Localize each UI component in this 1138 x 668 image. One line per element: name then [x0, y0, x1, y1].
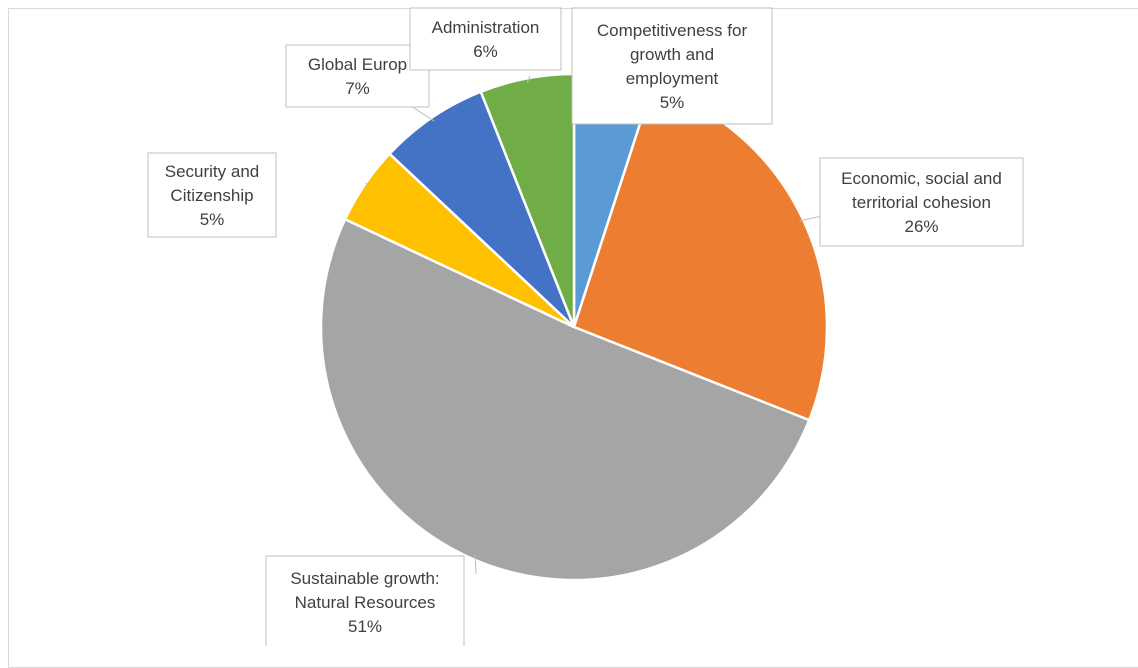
data-label-category: Natural Resources [295, 593, 436, 612]
data-label-category: Economic, social and [841, 169, 1002, 188]
callout-box [147, 152, 277, 238]
data-label-category: employment [626, 69, 719, 88]
data-label-category: Administration [432, 18, 540, 37]
callout-administration: Administration 6% [409, 7, 562, 71]
data-label-value: 51% [348, 617, 382, 636]
data-label-value: 26% [904, 217, 938, 236]
data-label-value: 5% [200, 210, 225, 229]
leader-line-security-and-citizenship [365, 182, 369, 188]
callout-competitiveness-for-growth-and-employment: Competitiveness for growth and employment 5… [571, 7, 773, 125]
callout-box [409, 7, 562, 71]
callout-sustainable-growth-natural-resources: Sustainable growth: Natural Resources 51% [265, 555, 465, 646]
callout-box [265, 555, 465, 646]
pie-chart: Competitiveness for growth and employment 5… [147, 7, 1024, 646]
leader-line-sustainable-growth-natural-resources [474, 555, 477, 575]
pie-slice-sustainable-growth-natural-resources [319, 217, 811, 582]
leader-line-economic-social-and-territorial-cohesion [799, 215, 823, 222]
data-label-value: 5% [660, 93, 685, 112]
callout-global-europe: Global Europ 7% [285, 44, 430, 108]
data-label-value: 7% [345, 79, 370, 98]
data-label-category: Citizenship [170, 186, 253, 205]
data-label-category: Global Europ [308, 55, 407, 74]
pie-slice-global-europe [387, 90, 576, 328]
callout-economic-social-and-territorial-cohesion: Economic, social and territorial cohesion… [819, 157, 1024, 247]
leader-line-administration [526, 75, 531, 83]
callout-box [285, 44, 430, 108]
callout-box [571, 7, 773, 125]
data-label-category: territorial cohesion [852, 193, 991, 212]
data-label-category: growth and [630, 45, 714, 64]
data-label-callouts: Competitiveness for growth and employment 5… [147, 7, 1024, 646]
data-label-category: Competitiveness for [597, 21, 748, 40]
data-label-category: Security and [165, 162, 260, 181]
callout-box [819, 157, 1024, 247]
data-label-category: Sustainable growth: [290, 569, 439, 588]
data-label-value: 6% [473, 42, 498, 61]
pie-slices [319, 72, 829, 582]
callout-security-and-citizenship: Security and Citizenship 5% [147, 152, 277, 238]
